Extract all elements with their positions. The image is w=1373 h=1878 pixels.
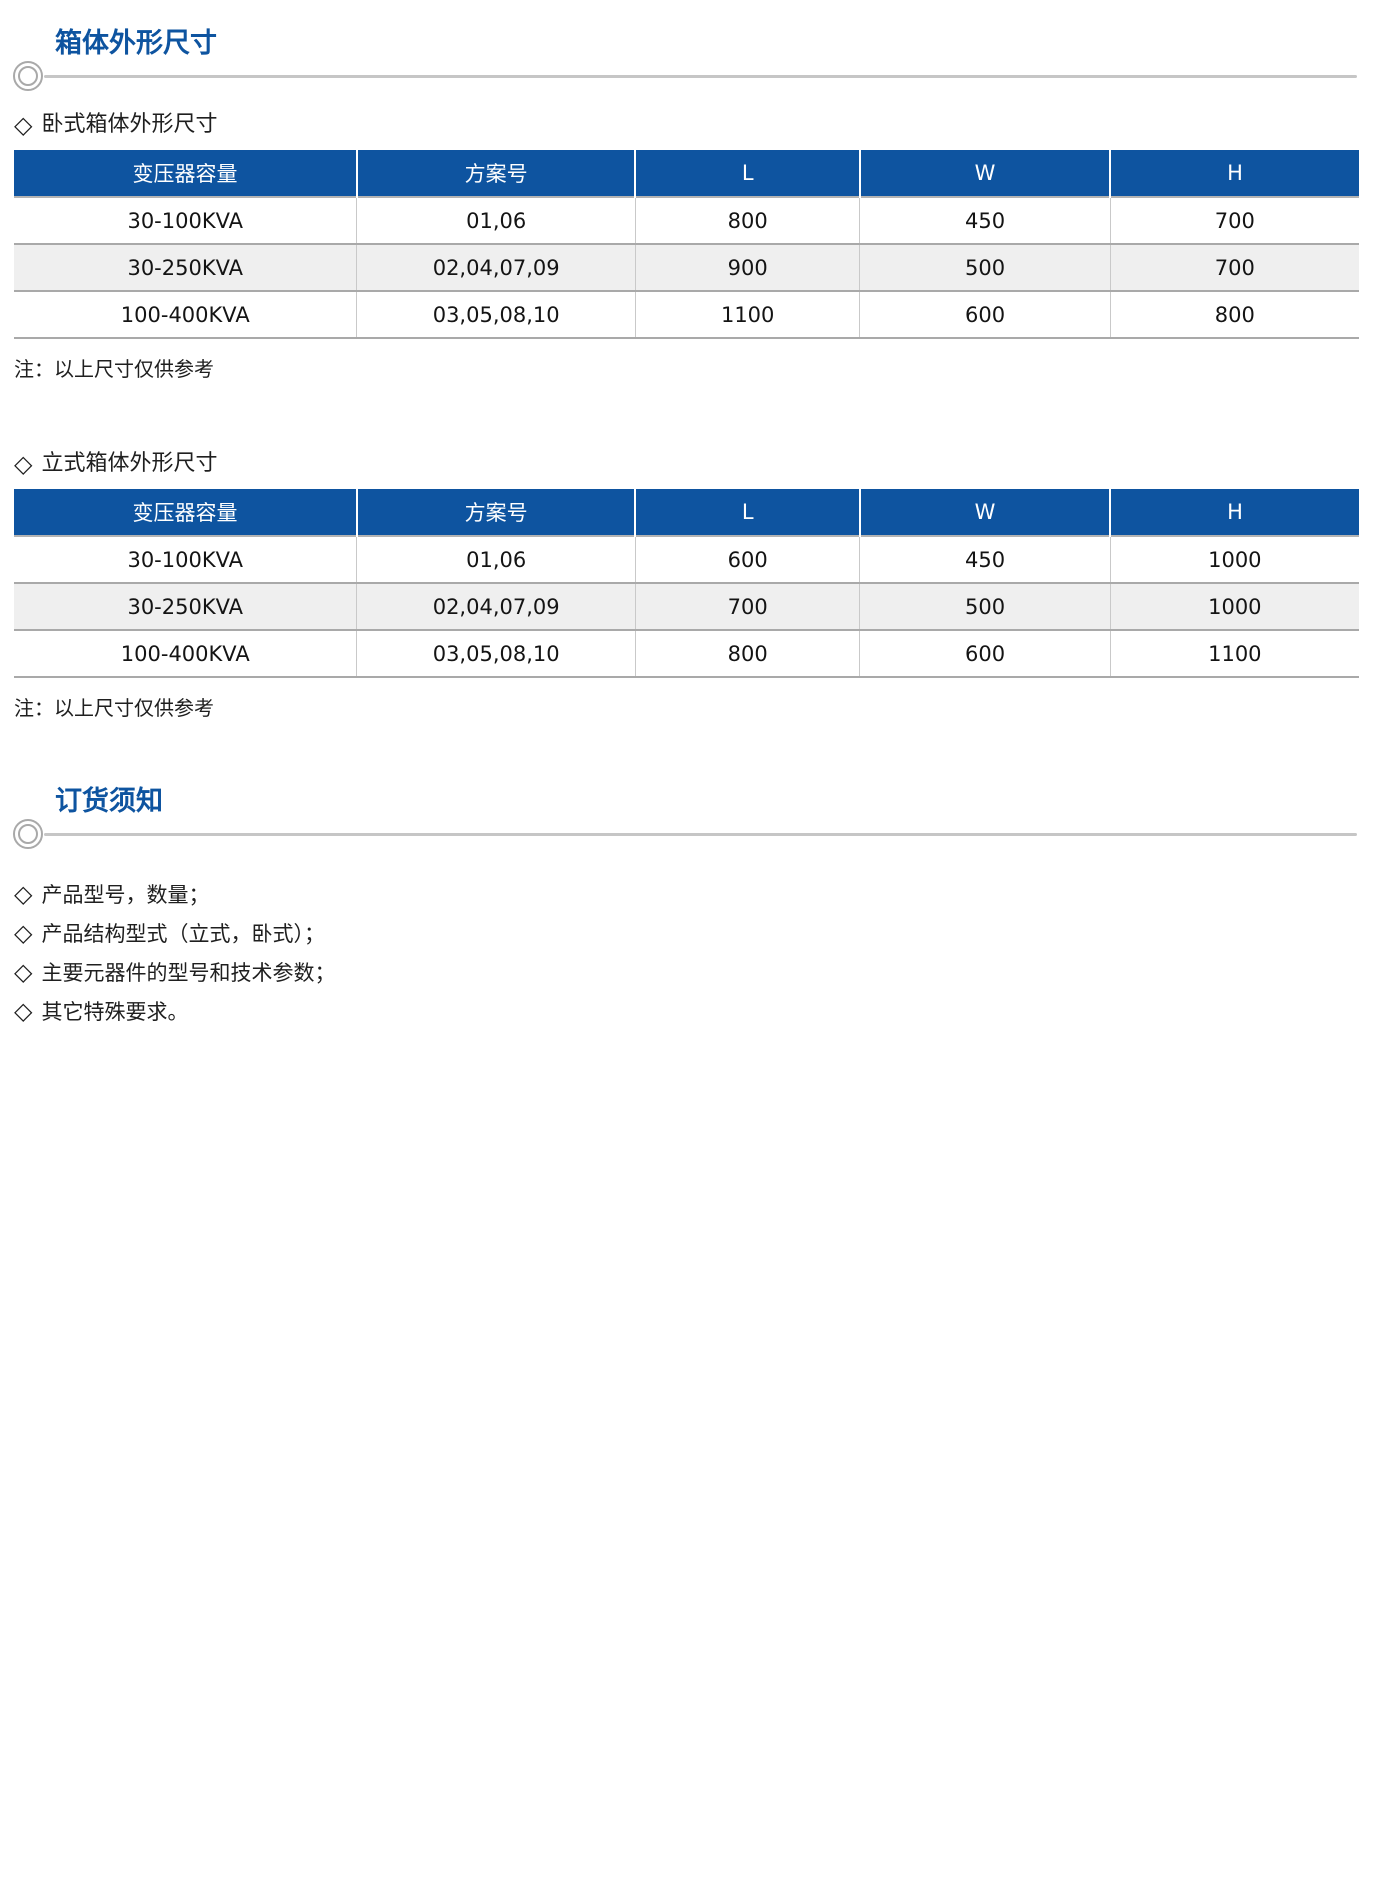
horizontal-dimensions-table: 变压器容量 方案号 L W H 30-100KVA 01,06 800 450 … bbox=[14, 150, 1359, 339]
table-cell: 500 bbox=[859, 244, 1111, 291]
table-cell: 800 bbox=[635, 630, 861, 677]
table-cell: 01,06 bbox=[356, 536, 636, 583]
column-header: W bbox=[859, 489, 1112, 536]
diamond-bullet-icon: ◇ bbox=[14, 957, 33, 986]
list-item-label: 其它特殊要求。 bbox=[41, 999, 189, 1024]
section-header: 箱体外形尺寸 bbox=[0, 30, 1373, 92]
table-cell: 30-250KVA bbox=[14, 583, 358, 630]
divider-line bbox=[44, 832, 1357, 836]
ring-inner-icon bbox=[18, 66, 38, 86]
list-item-label: 主要元器件的型号和技术参数； bbox=[41, 960, 336, 985]
subsection-heading-horizontal: ◇ 卧式箱体外形尺寸 bbox=[14, 112, 1373, 138]
table-cell: 700 bbox=[635, 583, 861, 630]
table-note: 注：以上尺寸仅供参考 bbox=[14, 696, 214, 720]
table-cell: 100-400KVA bbox=[14, 291, 358, 338]
section-ordering: 订货须知 ◇ 产品型号，数量； ◇ 产品结构型式（立式，卧式）； ◇ 主要元器件… bbox=[0, 788, 1373, 1030]
column-header: 变压器容量 bbox=[14, 489, 358, 536]
table-header-row: 变压器容量 方案号 L W H bbox=[14, 489, 1359, 536]
table-cell: 30-100KVA bbox=[14, 536, 358, 583]
table-row: 30-250KVA 02,04,07,09 900 500 700 bbox=[14, 244, 1359, 291]
table-note: 注：以上尺寸仅供参考 bbox=[14, 357, 214, 381]
table-cell: 450 bbox=[859, 536, 1111, 583]
table-cell: 30-100KVA bbox=[14, 197, 358, 244]
table-cell: 700 bbox=[1214, 208, 1255, 233]
subsection-heading-label: 立式箱体外形尺寸 bbox=[41, 451, 218, 476]
diamond-bullet-icon: ◇ bbox=[14, 918, 33, 947]
subsection-vertical: ◇ 立式箱体外形尺寸 变压器容量 方案号 L W H 30-100KVA bbox=[0, 451, 1373, 720]
subsection-horizontal: ◇ 卧式箱体外形尺寸 变压器容量 方案号 L W H 30-100KVA bbox=[0, 112, 1373, 381]
table-cell: 700 bbox=[1214, 255, 1255, 280]
list-item: ◇ 产品型号，数量； bbox=[14, 874, 1373, 913]
table-row: 100-400KVA 03,05,08,10 1100 600 800 bbox=[14, 291, 1359, 338]
table-cell: 1100 bbox=[635, 291, 861, 338]
diamond-bullet-icon: ◇ bbox=[14, 996, 33, 1025]
catalog-page: 箱体外形尺寸 ◇ 卧式箱体外形尺寸 变压器容量 方案号 L W bbox=[0, 30, 1373, 1878]
ring-inner-icon bbox=[18, 824, 38, 844]
diamond-bullet-icon: ◇ bbox=[14, 111, 33, 139]
list-item: ◇ 主要元器件的型号和技术参数； bbox=[14, 952, 1373, 991]
subsection-heading-vertical: ◇ 立式箱体外形尺寸 bbox=[14, 451, 1373, 477]
ordering-list: ◇ 产品型号，数量； ◇ 产品结构型式（立式，卧式）； ◇ 主要元器件的型号和技… bbox=[14, 874, 1373, 1030]
list-item-label: 产品结构型式（立式，卧式）； bbox=[41, 921, 325, 946]
table-cell: 600 bbox=[859, 630, 1111, 677]
column-header: H bbox=[1110, 150, 1359, 197]
table-header-row: 变压器容量 方案号 L W H bbox=[14, 150, 1359, 197]
subsection-heading-label: 卧式箱体外形尺寸 bbox=[41, 112, 218, 137]
table-row: 30-250KVA 02,04,07,09 700 500 1000 bbox=[14, 583, 1359, 630]
list-item: ◇ 产品结构型式（立式，卧式）； bbox=[14, 913, 1373, 952]
ring-icon bbox=[13, 61, 43, 91]
table-row: 30-100KVA 01,06 600 450 1000 bbox=[14, 536, 1359, 583]
column-header: 方案号 bbox=[356, 489, 637, 536]
table-cell: 1000 bbox=[1208, 547, 1262, 572]
table-cell: 01,06 bbox=[356, 197, 636, 244]
page-title: 箱体外形尺寸 bbox=[55, 28, 217, 59]
list-item-label: 产品型号，数量； bbox=[41, 882, 210, 907]
table-row: 100-400KVA 03,05,08,10 800 600 1100 bbox=[14, 630, 1359, 677]
column-header: L bbox=[635, 489, 861, 536]
section-title-ordering: 订货须知 bbox=[55, 786, 163, 817]
column-header: 方案号 bbox=[356, 150, 637, 197]
divider-line bbox=[44, 74, 1357, 78]
table-cell: 500 bbox=[859, 583, 1111, 630]
table-cell: 1100 bbox=[1208, 641, 1262, 666]
ring-icon bbox=[13, 819, 43, 849]
list-item: ◇ 其它特殊要求。 bbox=[14, 991, 1373, 1030]
table-cell: 02,04,07,09 bbox=[356, 244, 636, 291]
diamond-bullet-icon: ◇ bbox=[14, 879, 33, 908]
table-cell: 1000 bbox=[1208, 594, 1262, 619]
table-cell: 600 bbox=[859, 291, 1111, 338]
table-cell: 100-400KVA bbox=[14, 630, 358, 677]
section-divider bbox=[13, 818, 1357, 850]
table-cell: 03,05,08,10 bbox=[356, 291, 636, 338]
section-box-dimensions: 箱体外形尺寸 ◇ 卧式箱体外形尺寸 变压器容量 方案号 L W bbox=[0, 30, 1373, 720]
table-row: 30-100KVA 01,06 800 450 700 bbox=[14, 197, 1359, 244]
column-header: L bbox=[635, 150, 861, 197]
section-divider bbox=[13, 60, 1357, 92]
column-header: 变压器容量 bbox=[14, 150, 358, 197]
table-cell: 800 bbox=[635, 197, 861, 244]
table-cell: 450 bbox=[859, 197, 1111, 244]
vertical-dimensions-table: 变压器容量 方案号 L W H 30-100KVA 01,06 600 450 … bbox=[14, 489, 1359, 678]
diamond-bullet-icon: ◇ bbox=[14, 450, 33, 478]
column-header: W bbox=[859, 150, 1112, 197]
column-header: H bbox=[1110, 489, 1359, 536]
table-cell: 30-250KVA bbox=[14, 244, 358, 291]
table-cell: 02,04,07,09 bbox=[356, 583, 636, 630]
table-cell: 800 bbox=[1214, 302, 1255, 327]
table-cell: 600 bbox=[635, 536, 861, 583]
table-cell: 03,05,08,10 bbox=[356, 630, 636, 677]
section-header: 订货须知 bbox=[0, 788, 1373, 850]
table-cell: 900 bbox=[635, 244, 861, 291]
